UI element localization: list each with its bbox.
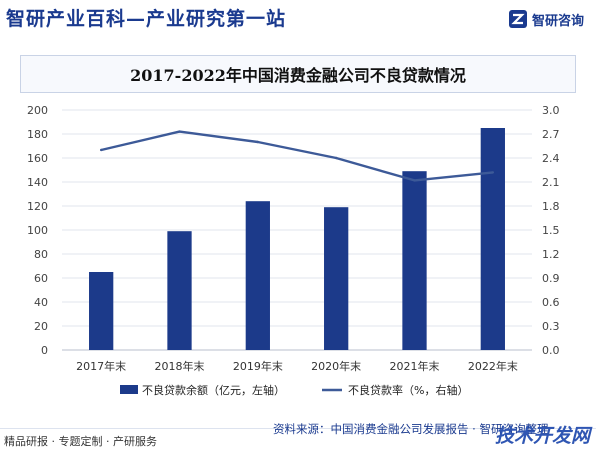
y-right-tick-label: 2.4 bbox=[542, 152, 560, 165]
legend-bar-swatch bbox=[120, 385, 138, 394]
y-right-tick-label: 3.0 bbox=[542, 104, 560, 117]
rate-point bbox=[256, 140, 260, 144]
x-tick-label: 2020年末 bbox=[311, 359, 361, 373]
y-left-tick-label: 80 bbox=[34, 248, 48, 261]
bar bbox=[245, 201, 270, 350]
y-left-tick-label: 180 bbox=[27, 128, 48, 141]
bar bbox=[402, 171, 427, 350]
x-tick-label: 2017年末 bbox=[76, 359, 126, 373]
rate-point bbox=[178, 130, 181, 133]
legend-bar-label: 不良贷款余额（亿元，左轴） bbox=[142, 383, 285, 397]
brand-logo-icon bbox=[508, 10, 527, 28]
y-left-tick-label: 40 bbox=[34, 296, 48, 309]
y-left-tick-label: 0 bbox=[41, 344, 48, 357]
y-left-tick-label: 60 bbox=[34, 272, 48, 285]
y-right-tick-label: 1.2 bbox=[542, 248, 560, 261]
y-right-tick-label: 0.9 bbox=[542, 272, 560, 285]
footer-divider bbox=[0, 428, 596, 429]
y-left-tick-label: 120 bbox=[27, 200, 48, 213]
rate-point bbox=[99, 148, 103, 152]
header-band: 智研产业百科—产业研究第一站 智研咨询 bbox=[0, 0, 596, 38]
bar bbox=[324, 207, 349, 350]
bar bbox=[480, 128, 505, 350]
rate-point bbox=[334, 156, 338, 160]
x-tick-label: 2022年末 bbox=[468, 359, 518, 373]
y-left-tick-label: 140 bbox=[27, 176, 48, 189]
rate-point bbox=[413, 179, 416, 182]
site-title: 智研产业百科—产业研究第一站 bbox=[6, 8, 287, 30]
y-right-tick-label: 0.0 bbox=[542, 344, 560, 357]
watermark-text: 技术开发网 bbox=[494, 425, 590, 447]
bar bbox=[89, 272, 114, 350]
y-right-tick-label: 2.7 bbox=[542, 128, 560, 141]
y-right-tick-label: 0.6 bbox=[542, 296, 560, 309]
rate-point bbox=[491, 171, 495, 174]
chart-title-box: 2017-2022年中国消费金融公司不良贷款情况 bbox=[20, 55, 576, 93]
x-tick-label: 2018年末 bbox=[155, 359, 205, 373]
x-tick-label: 2019年末 bbox=[233, 359, 283, 373]
footer-services: 精品研报 · 专题定制 · 产研服务 bbox=[4, 435, 157, 448]
y-left-tick-label: 200 bbox=[27, 104, 48, 117]
footer-source: 资料来源：中国消费金融公司发展报告 · 智研咨询整理 bbox=[273, 422, 549, 436]
y-right-tick-label: 1.8 bbox=[542, 200, 560, 213]
y-right-tick-label: 1.5 bbox=[542, 224, 560, 237]
y-left-tick-label: 100 bbox=[27, 224, 48, 237]
brand-name: 智研咨询 bbox=[531, 13, 584, 29]
chart-title: 2017-2022年中国消费金融公司不良贷款情况 bbox=[130, 66, 466, 85]
brand-logo: 智研咨询 bbox=[508, 9, 584, 29]
rate-line bbox=[100, 130, 493, 182]
x-tick-label: 2021年末 bbox=[390, 359, 440, 373]
legend-line-label: 不良贷款率（%，右轴） bbox=[348, 383, 468, 397]
y-right-tick-label: 0.3 bbox=[542, 320, 560, 333]
y-right-tick-label: 2.1 bbox=[542, 176, 560, 189]
bar bbox=[167, 231, 192, 350]
y-left-tick-label: 20 bbox=[34, 320, 48, 333]
y-left-tick-label: 160 bbox=[27, 152, 48, 165]
